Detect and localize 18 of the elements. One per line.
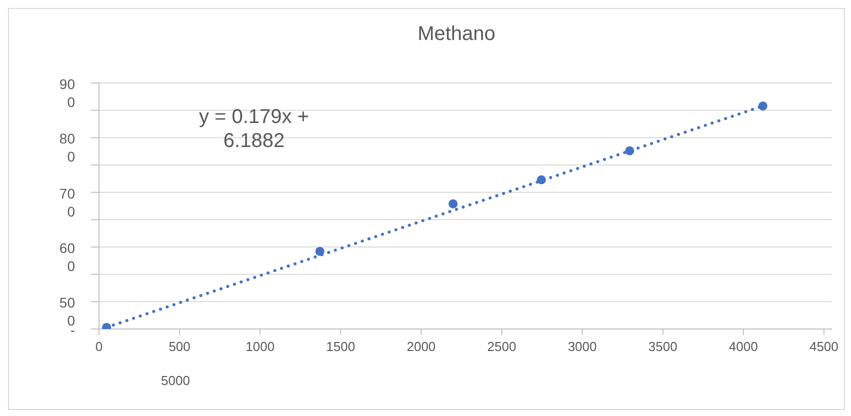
x-tick-label: 3500 — [648, 339, 678, 354]
x-tick-label: 500 — [168, 339, 190, 354]
x-tick-label: 0 — [95, 339, 103, 354]
x-tick-label: 4500 — [809, 339, 838, 354]
y-tick-label: 70 0 — [59, 185, 76, 220]
x-tick-label: 2000 — [406, 339, 436, 354]
x-tick-label: 3000 — [568, 339, 597, 354]
y-tick-label: 90 0 — [59, 76, 76, 110]
annotation: y = 0.179x + 6.1882 — [198, 105, 310, 153]
x-tick-label: 4000 — [728, 339, 758, 354]
y-tick-label: 50 0 — [59, 294, 76, 329]
chart-title: Methano — [416, 23, 496, 46]
x-tick-label: 1500 — [326, 339, 356, 354]
text: 5000 — [161, 373, 190, 388]
y-tick-label: 80 0 — [59, 130, 76, 165]
x-tick-label: 2500 — [487, 339, 516, 354]
x-tick-label: 1000 — [246, 339, 275, 354]
y-tick-label: 60 0 — [59, 240, 76, 274]
